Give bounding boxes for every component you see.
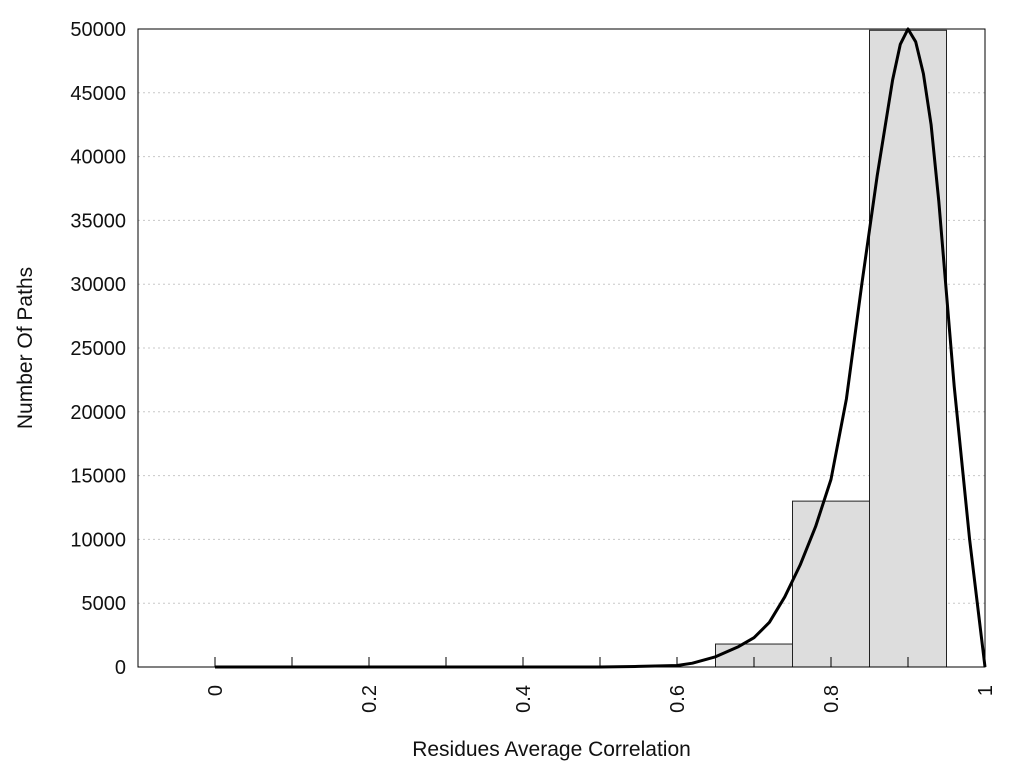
y-tick-label: 25000 <box>70 338 126 360</box>
histogram-bar <box>869 29 947 668</box>
x-tick-label: 0 <box>205 685 227 696</box>
x-axis-title: Residues Average Correlation <box>412 738 691 761</box>
y-axis-title: Number Of Paths <box>14 267 37 429</box>
histogram-bar <box>792 500 870 668</box>
y-tick-label: 0 <box>115 657 126 679</box>
y-tick-label: 30000 <box>70 274 126 296</box>
y-tick-label: 35000 <box>70 210 126 232</box>
plot-frame <box>137 28 986 668</box>
y-tick-label: 40000 <box>70 147 126 169</box>
y-tick-label: 50000 <box>70 19 126 41</box>
x-tick-label: 0.2 <box>359 685 381 713</box>
y-tick-label: 20000 <box>70 402 126 424</box>
y-tick-label: 10000 <box>70 529 126 551</box>
axis-ticks: 0 5000 10000 15000 20000 25000 30000 35000 40000… <box>70 19 997 713</box>
y-tick-label: 5000 <box>82 593 127 615</box>
y-tick-label: 15000 <box>70 466 126 488</box>
x-tick-label: 0.6 <box>667 685 689 713</box>
y-tick-label: 45000 <box>70 83 126 105</box>
histogram-bars <box>715 29 947 668</box>
x-tick-label: 0.8 <box>821 685 843 713</box>
x-tick-label: 1 <box>975 685 997 696</box>
x-tick-label: 0.4 <box>513 685 535 713</box>
